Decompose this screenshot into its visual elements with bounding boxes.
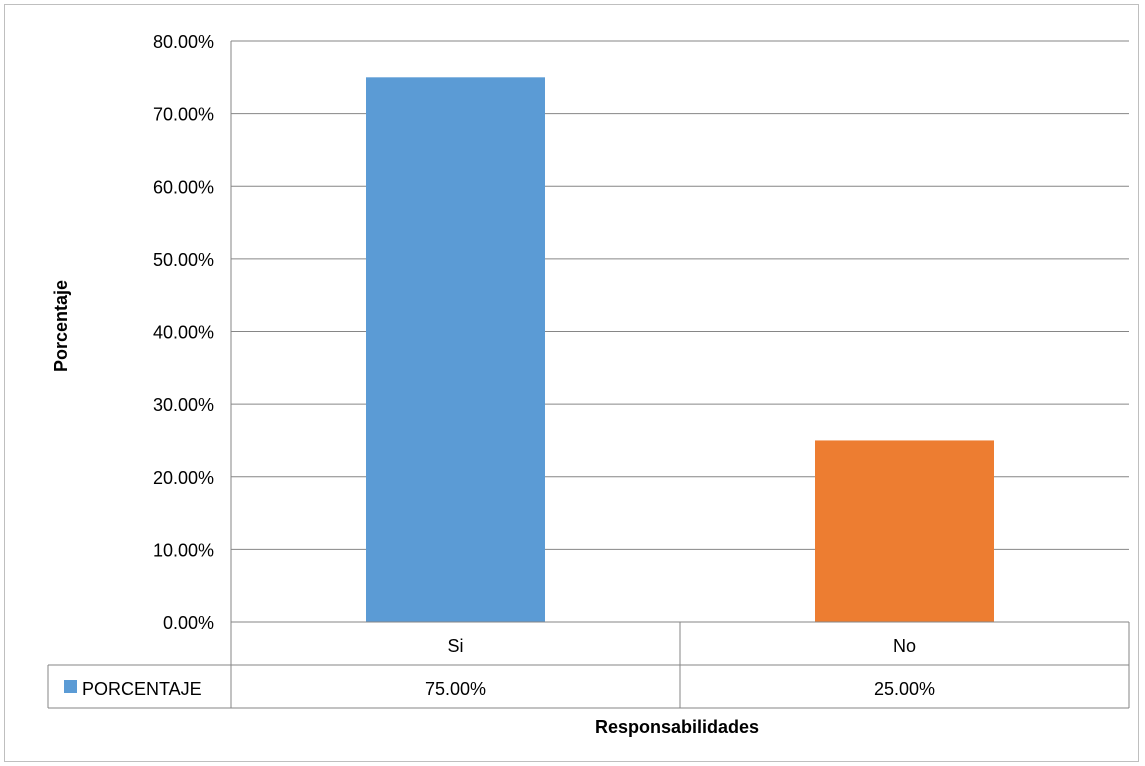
y-axis-title: Porcentaje [51, 280, 71, 372]
data-label: 25.00% [874, 679, 935, 699]
bar-si [366, 77, 545, 622]
data-label: 75.00% [425, 679, 486, 699]
y-tick-label: 10.00% [153, 540, 214, 560]
y-tick-label: 20.00% [153, 468, 214, 488]
legend-label: PORCENTAJE [82, 679, 202, 699]
y-tick-label: 80.00% [153, 32, 214, 52]
category-label: Si [447, 636, 463, 656]
y-tick-labels: 0.00% 10.00% 20.00% 30.00% 40.00% 50.00% 60.00… [153, 32, 214, 633]
y-tick-label: 50.00% [153, 250, 214, 270]
y-tick-label: 0.00% [163, 613, 214, 633]
y-tick-label: 40.00% [153, 323, 214, 343]
bar-chart: 0.00% 10.00% 20.00% 30.00% 40.00% 50.00% 60.00… [47, 32, 1130, 737]
category-label: No [893, 636, 916, 656]
legend-swatch [64, 680, 77, 693]
x-axis-title: Responsabilidades [595, 717, 759, 737]
y-tick-label: 60.00% [153, 177, 214, 197]
bar-no [815, 440, 994, 622]
bars [366, 77, 994, 622]
y-tick-label: 30.00% [153, 395, 214, 415]
data-table: Si 75.00% No 25.00% PORCENTAJE [47, 41, 1130, 709]
gridlines [231, 40, 1129, 550]
chart-frame: 0.00% 10.00% 20.00% 30.00% 40.00% 50.00% 60.00… [4, 4, 1139, 762]
y-tick-label: 70.00% [153, 105, 214, 125]
